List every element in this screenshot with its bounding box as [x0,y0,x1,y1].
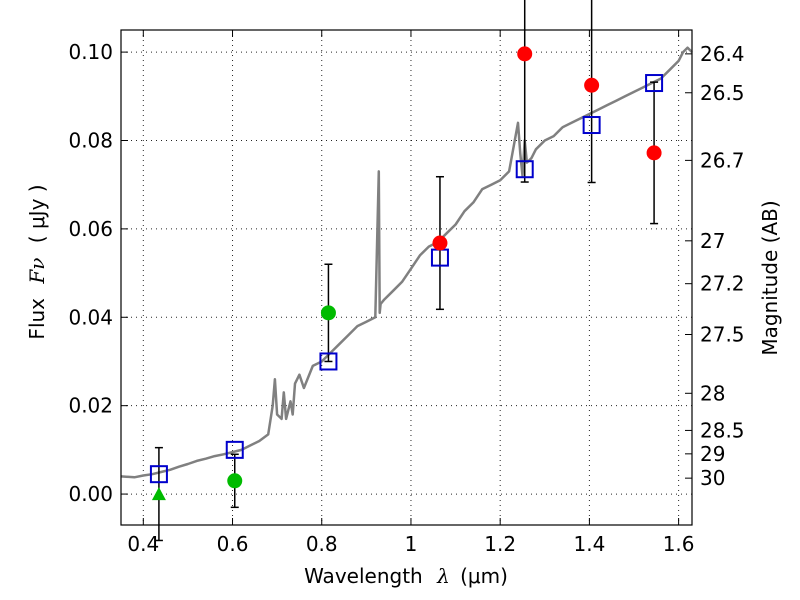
x-axis-label: Wavelength λ (μm) [304,564,508,588]
model-photometry-square [582,116,601,135]
model-photometry-square [645,74,664,93]
red-data-point [646,145,662,161]
red-error-bar [520,0,529,183]
y-tick-label: 0.04 [68,305,113,329]
y2-tick-label: 26.5 [700,81,745,105]
green-data-point [227,473,243,489]
upper-limit-triangle [151,487,166,501]
y2-tick-label: 26.7 [700,148,745,172]
model-photometry-square [225,440,244,459]
y-tick-label: 0.08 [68,128,113,152]
model-photometry-square [319,352,338,371]
red-data-point [517,46,533,62]
y-tick-label: 0.10 [68,40,113,64]
grid-layer [121,30,692,525]
x-tick-label: 1.6 [663,532,695,556]
y-tick-label: 0.00 [68,482,113,506]
red-data-point [584,77,600,93]
y2-tick-label: 27 [700,229,725,253]
x-tick-label: 1.4 [573,532,605,556]
green-data-point [320,305,336,321]
axes-layer: 0.4 0.6 0.8 1 1.2 1.4 1.6 0.00 0.02 0.04 0.06 0.08 0… [68,29,745,556]
y-tick-label: 0.06 [68,217,113,241]
y2-tick-label: 27.5 [700,323,745,347]
y2-tick-label: 28.5 [700,418,745,442]
model-photometry-square [515,160,534,179]
red-data-point [432,235,448,251]
y-axis-label: Flux Fν ( μJy ) [25,184,49,339]
x-tick-label: 0.6 [217,532,249,556]
x-tick-label: 0.8 [306,532,338,556]
y2-axis-label: Magnitude (AB) [758,200,782,355]
y2-tick-label: 27.2 [700,272,745,296]
model-photometry-square [149,465,168,484]
y2-tick-label: 28 [700,381,725,405]
series-layer [120,0,693,542]
x-tick-label: 1.2 [484,532,516,556]
x-tick-label: 1 [405,532,418,556]
y-tick-label: 0.02 [68,394,113,418]
y2-tick-label: 30 [700,466,725,490]
plot-frame [120,29,693,526]
model-spectrum-line [120,46,693,479]
y2-tick-label: 29 [700,442,725,466]
x-tick-label: 0.4 [127,532,159,556]
y2-tick-label: 26.4 [700,42,745,66]
